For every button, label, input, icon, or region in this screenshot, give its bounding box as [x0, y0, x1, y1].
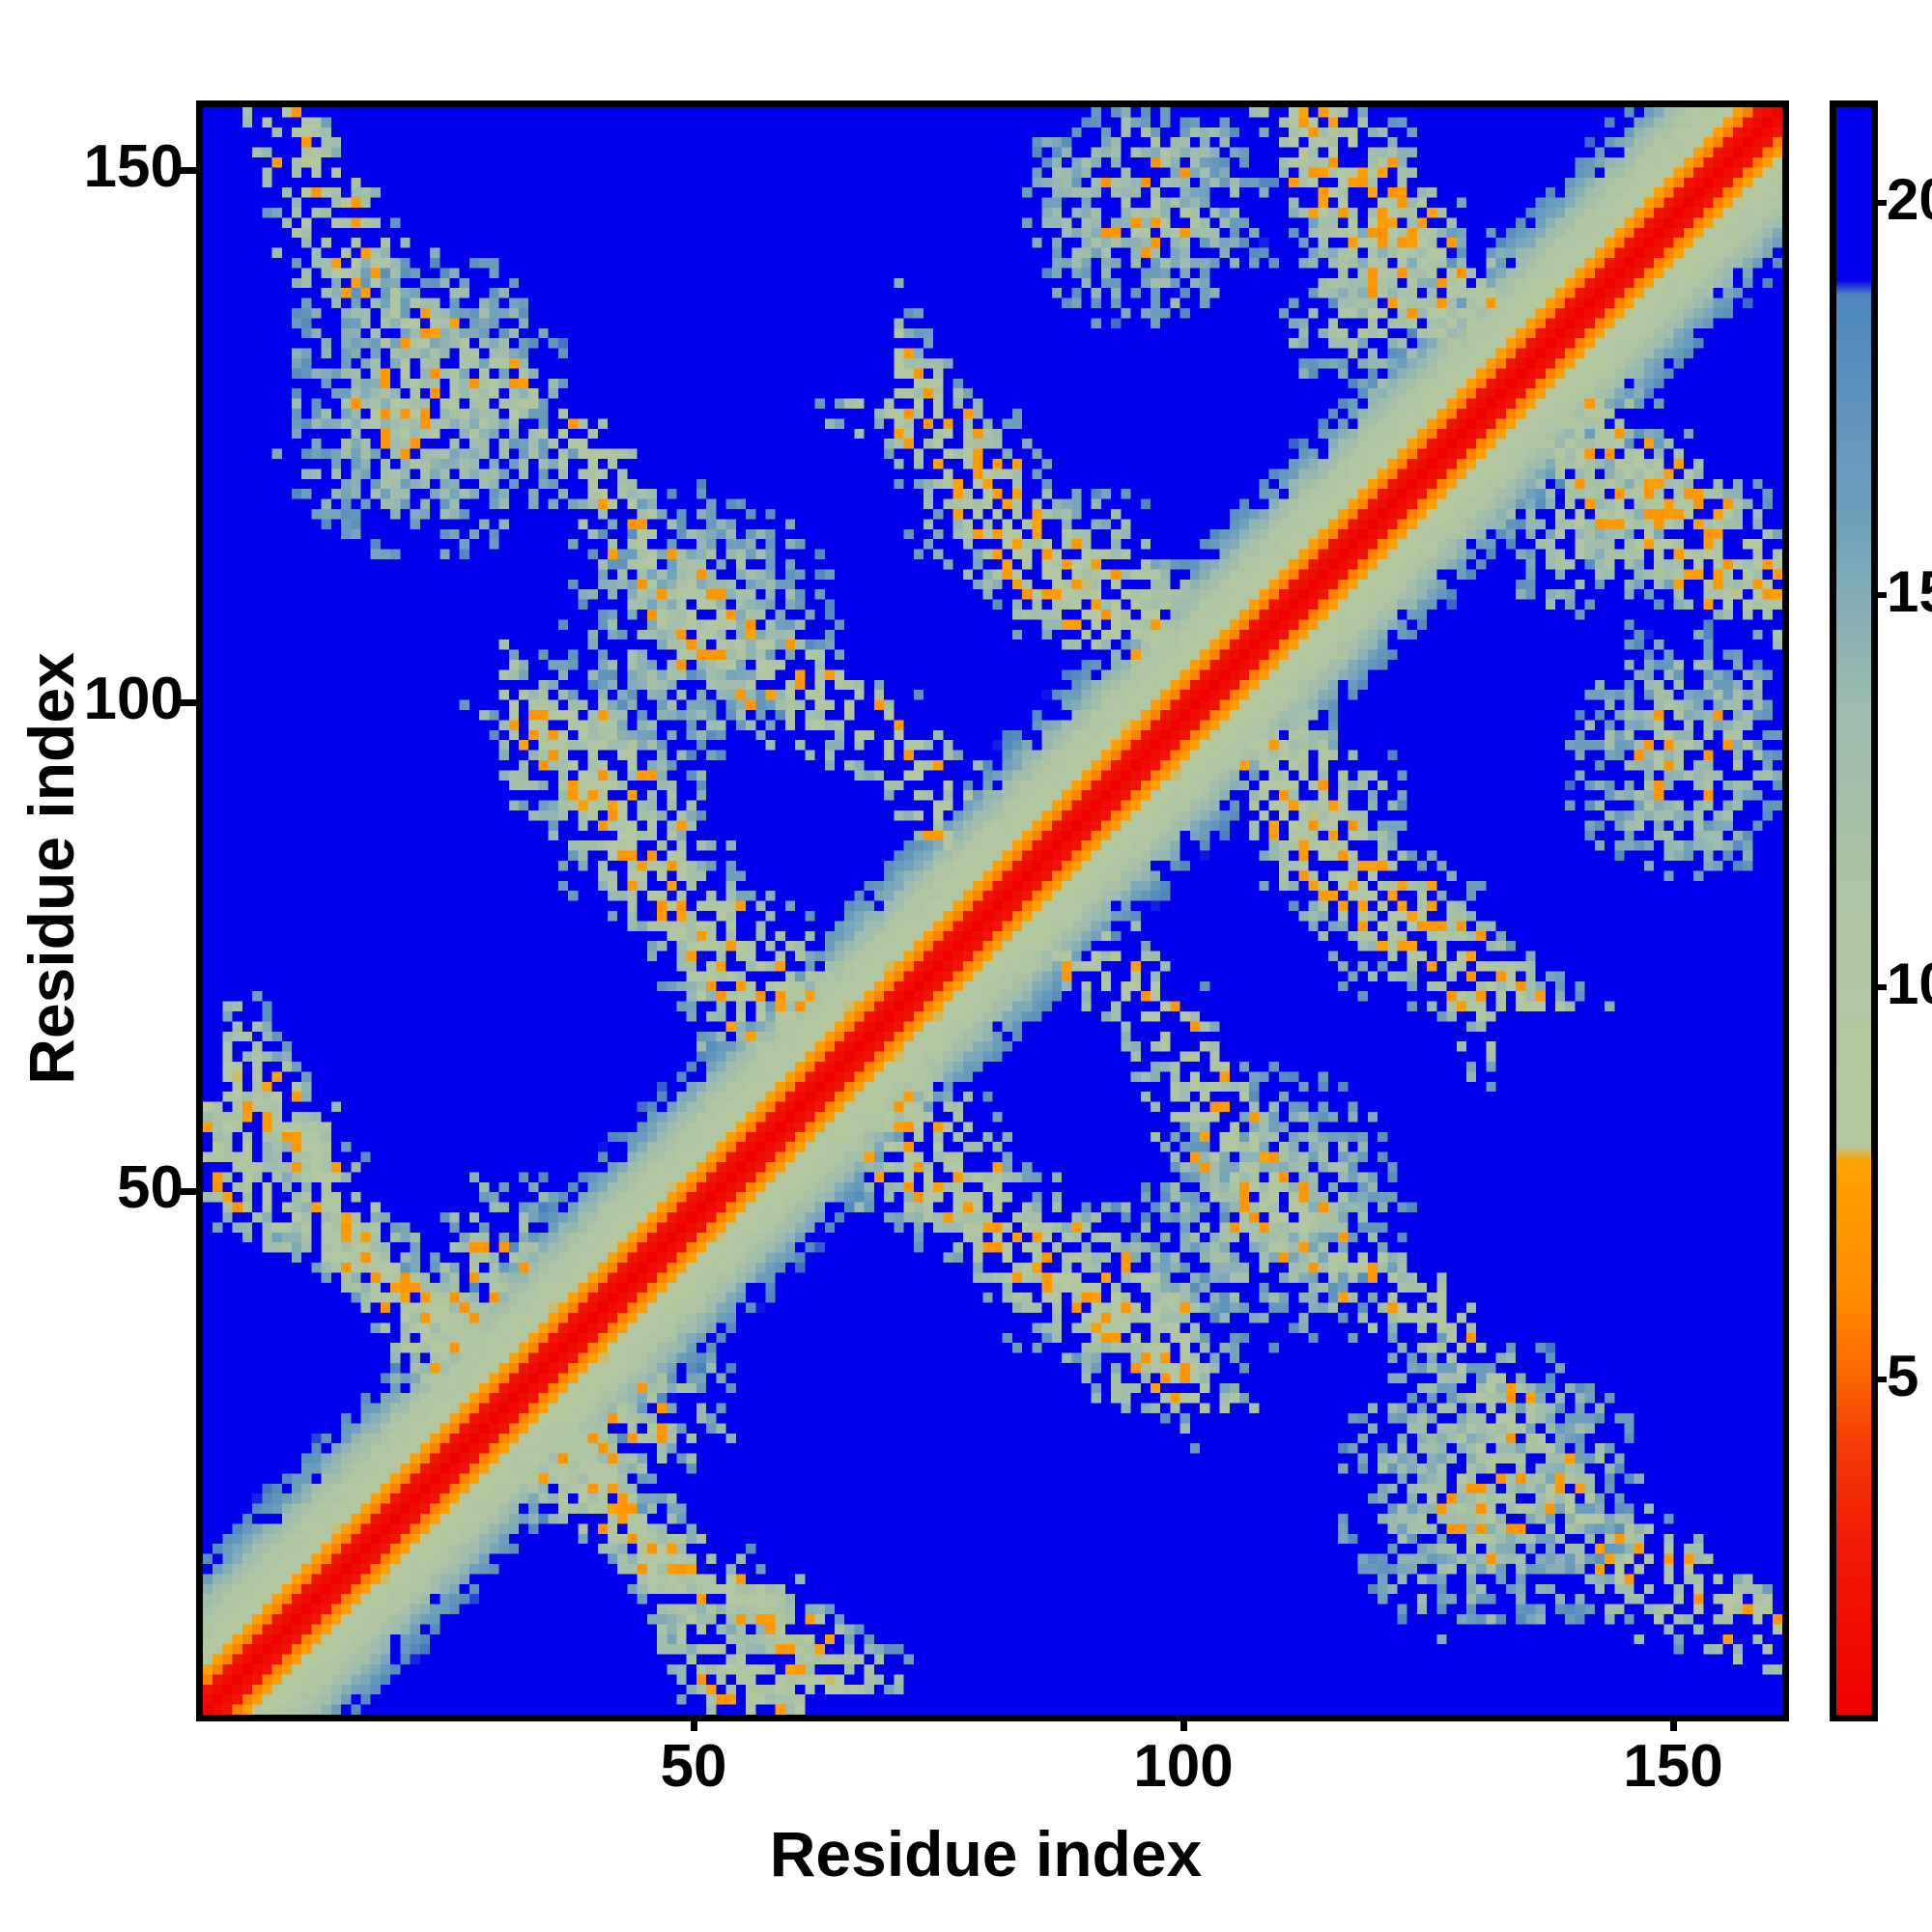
x-tick-100 [1180, 1715, 1187, 1731]
y-tick-100 [180, 699, 196, 706]
y-tick-label-50: 50 [117, 1154, 184, 1221]
x-tick-label-50: 50 [660, 1733, 727, 1800]
x-tick-50 [691, 1715, 697, 1731]
colorbar [1830, 100, 1878, 1721]
colorbar-tick-10 [1872, 984, 1887, 990]
y-tick-50 [180, 1188, 196, 1195]
colorbar-tick-5 [1872, 1377, 1887, 1382]
x-tick-label-150: 150 [1623, 1733, 1723, 1800]
colorbar-tick-label-10: 10 [1887, 952, 1932, 1016]
y-axis-title: Residue index [15, 652, 87, 1085]
colorbar-tick-15 [1872, 592, 1887, 598]
distance-matrix-heatmap [203, 107, 1782, 1715]
colorbar-tick-20 [1872, 200, 1887, 206]
colorbar-tick-label-15: 15 [1887, 559, 1932, 624]
x-tick-label-100: 100 [1133, 1733, 1234, 1800]
x-axis-title: Residue index [769, 1818, 1203, 1889]
colorbar-tick-label-5: 5 [1887, 1344, 1919, 1408]
y-tick-label-100: 100 [83, 666, 184, 732]
heatmap-plot-area [196, 100, 1789, 1721]
x-tick-150 [1670, 1715, 1677, 1731]
y-tick-label-150: 150 [83, 133, 184, 200]
colorbar-tick-label-20: 20 [1887, 167, 1932, 232]
colorbar-gradient [1836, 107, 1871, 1715]
y-tick-150 [180, 167, 196, 174]
